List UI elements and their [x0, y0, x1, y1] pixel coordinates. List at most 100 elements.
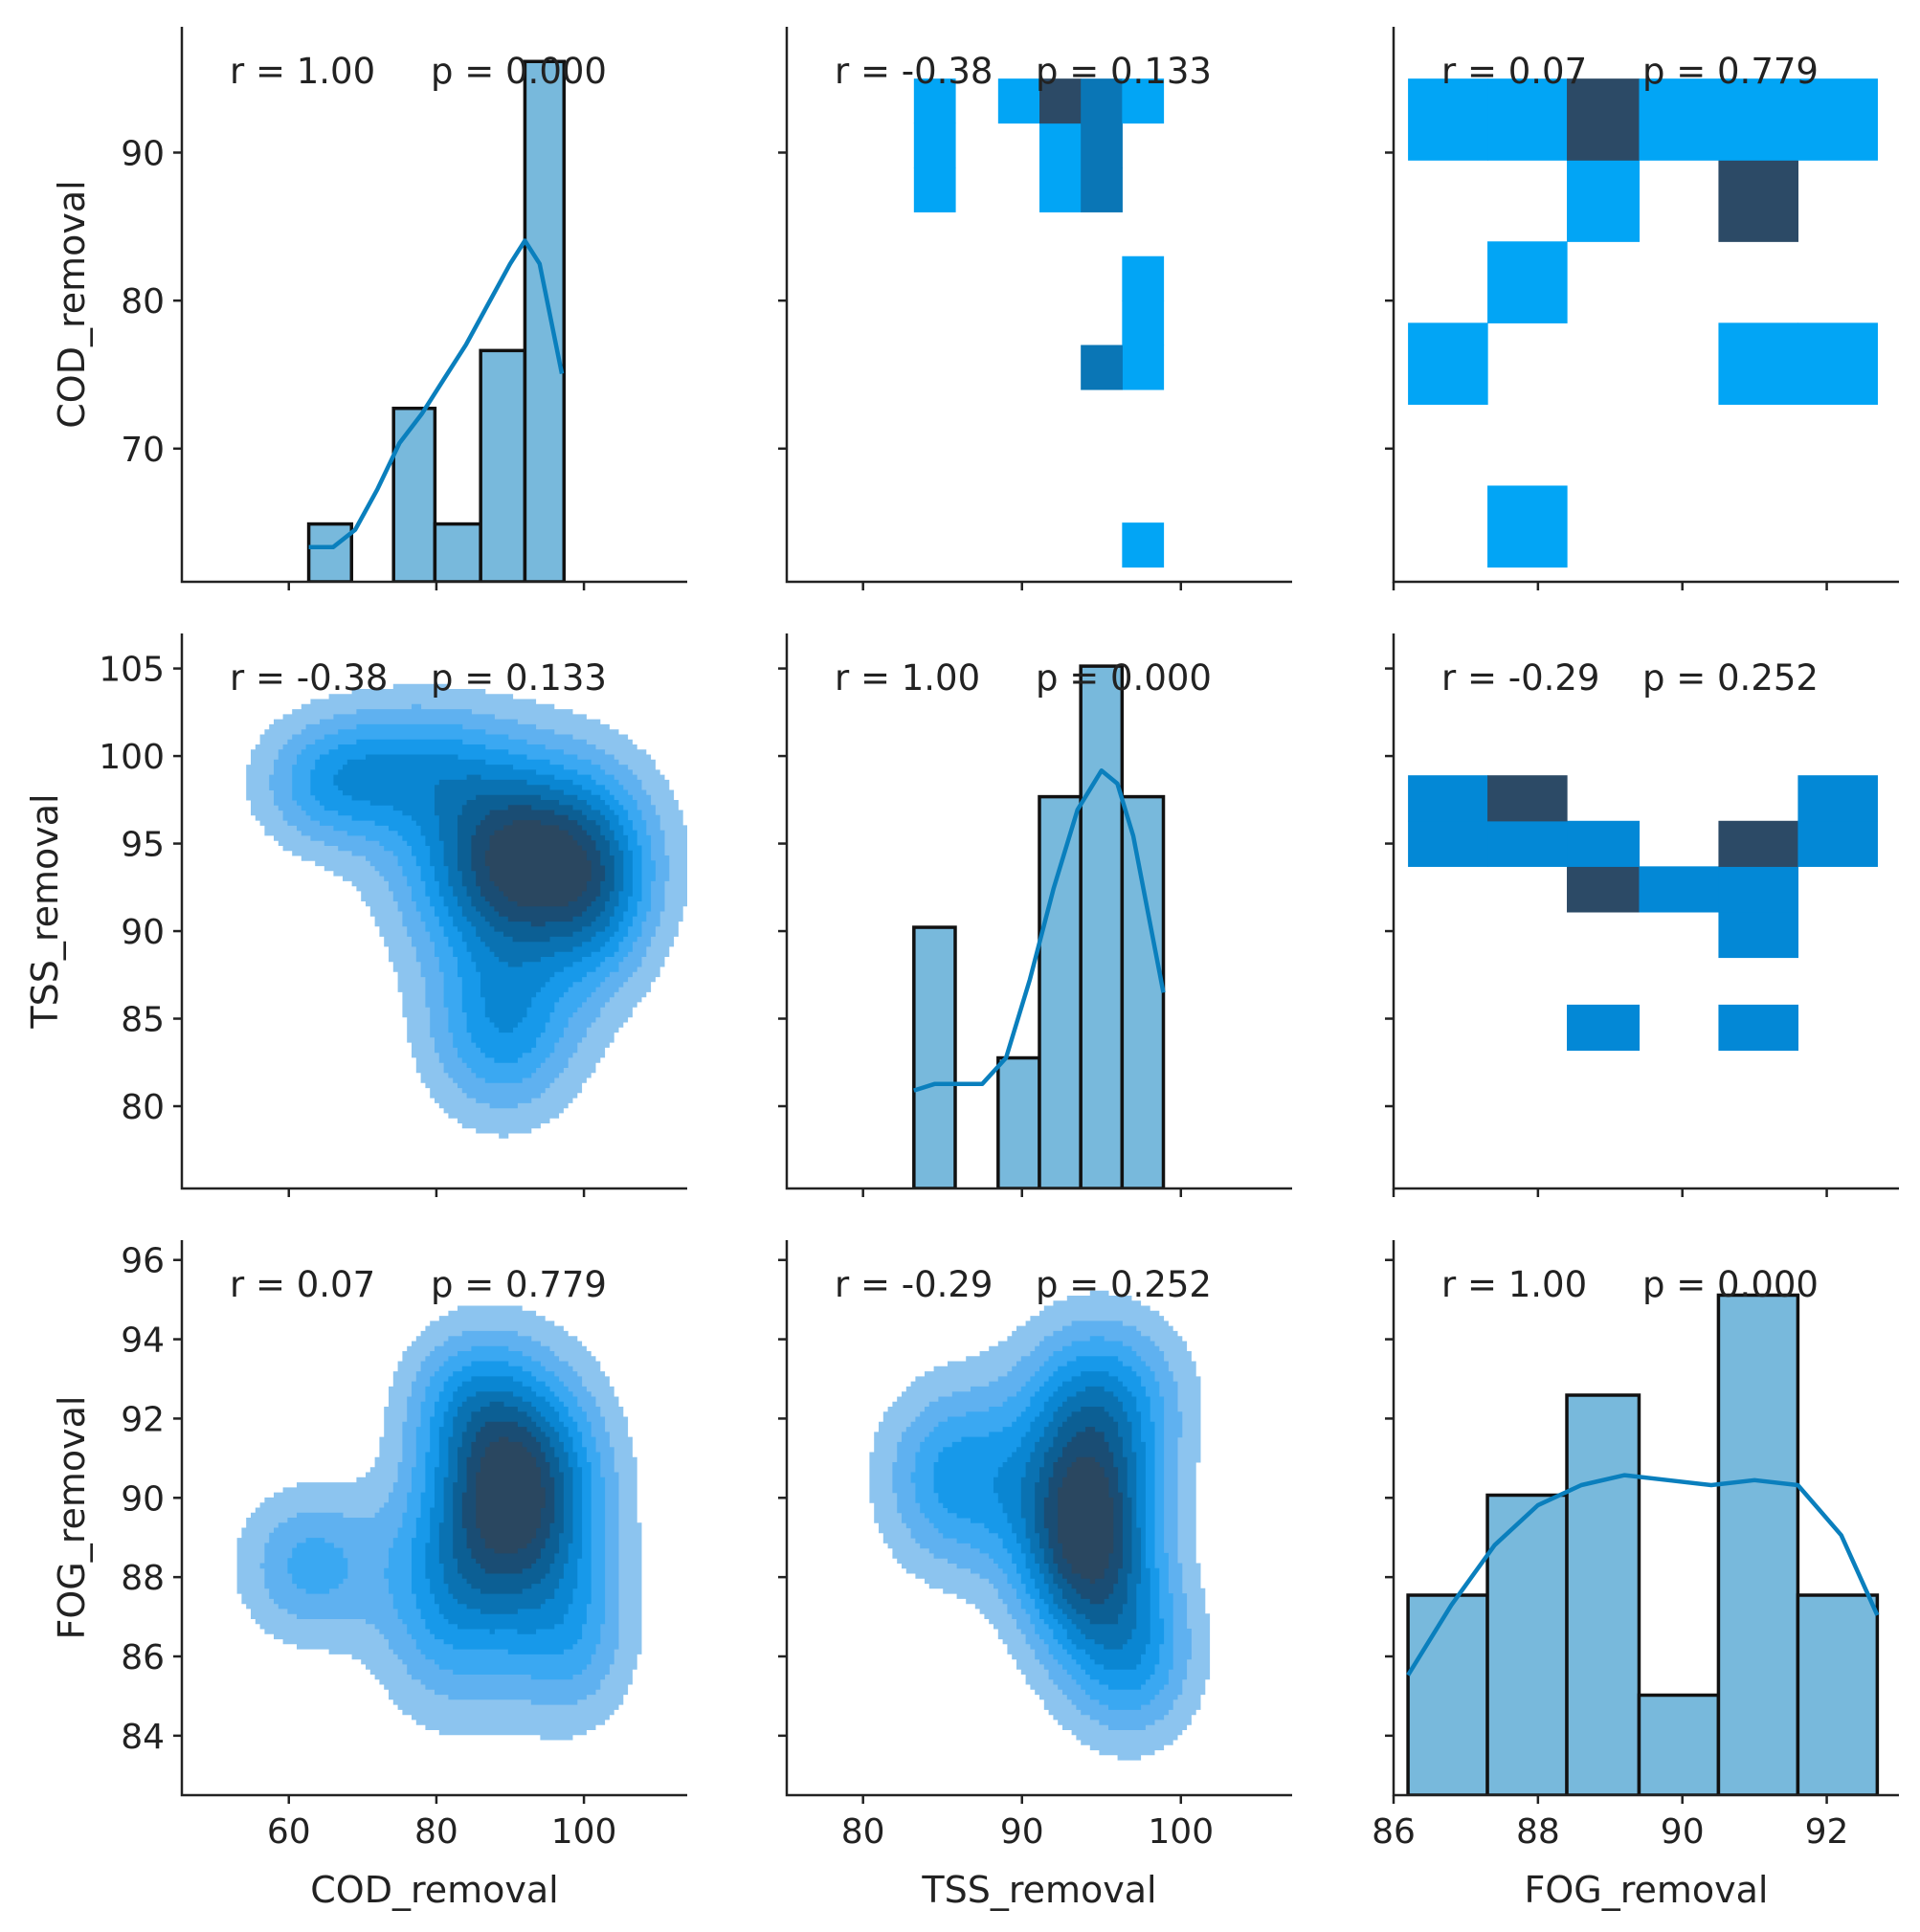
y-tick-label: 84	[121, 1718, 165, 1757]
axis-ticks: 60 80 100 80 90 100 86 88 90 92 70 80 90 80 85 90 95 100 1…	[99, 134, 1848, 1852]
hist2d-cell	[1487, 820, 1568, 867]
x-tick-label: 90	[1000, 1812, 1044, 1852]
x-tick-label: 60	[267, 1812, 311, 1852]
kde-curve	[308, 238, 565, 550]
x-axis-label-cod: COD_removal	[310, 1869, 558, 1911]
corr-p-label: p = 0.252	[1642, 657, 1819, 699]
panel-row3-col2: r = -0.29 p = 0.252	[785, 1240, 1292, 1797]
kde-curve	[913, 768, 1166, 1093]
fog-vs-tss-kde-marks	[869, 1290, 1211, 1761]
x-tick-label: 100	[551, 1812, 617, 1852]
y-tick-label: 90	[121, 1479, 165, 1519]
hist2d-cell	[1081, 78, 1123, 124]
hist2d-cell	[1567, 820, 1641, 867]
y-tick-label: 70	[121, 431, 165, 470]
x-tick-label: 92	[1805, 1812, 1849, 1852]
hist2d-cell	[1487, 775, 1568, 822]
x-tick-label: 86	[1372, 1812, 1416, 1852]
y-tick-label: 90	[121, 913, 165, 952]
tss-vs-fog-hist2d-marks	[1408, 775, 1878, 1052]
panel-row2-col1: r = -0.38 p = 0.133	[180, 633, 687, 1190]
hist2d-cell	[1487, 485, 1568, 568]
y-tick-label: 95	[121, 826, 165, 865]
panel-row3-col1: r = 0.07 p = 0.779	[180, 1240, 687, 1797]
hist2d-cell	[1487, 241, 1568, 323]
y-axis-label-tss: TSS_removal	[24, 793, 66, 1029]
hist-bar	[1716, 1293, 1800, 1795]
x-axis-label-tss: TSS_removal	[921, 1869, 1156, 1911]
hist-bar	[912, 925, 957, 1188]
axis-lines	[180, 1240, 687, 1797]
corr-p-label: p = 0.133	[1036, 51, 1212, 92]
cod-vs-fog-hist2d-marks	[1408, 78, 1878, 568]
hist2d-cell	[1408, 775, 1488, 822]
hist-bar	[1637, 1693, 1721, 1795]
y-tick-label: 88	[121, 1559, 165, 1598]
corr-p-label: p = 0.779	[431, 1264, 607, 1305]
y-axis-label-fog: FOG_removal	[51, 1396, 93, 1640]
corr-r-label: r = 1.00	[1441, 1264, 1587, 1305]
tss-vs-cod-kde-marks	[246, 683, 687, 1139]
hist2d-cell	[913, 78, 956, 124]
tss-histogram-marks	[912, 664, 1166, 1188]
hist2d-cell	[1039, 78, 1082, 124]
corr-p-label: p = 0.252	[1036, 1264, 1212, 1305]
corr-p-label: p = 0.133	[431, 657, 607, 699]
hist2d-cell	[1718, 78, 1798, 161]
corr-r-label: r = 0.07	[230, 1264, 375, 1305]
corr-r-label: r = -0.38	[230, 657, 388, 699]
hist-bar	[1120, 794, 1166, 1188]
axis-lines	[785, 27, 1292, 584]
kde-curve	[1406, 1473, 1880, 1677]
hist2d-cell	[1039, 167, 1082, 212]
hist-bar	[1565, 1393, 1641, 1795]
hist2d-cell	[1408, 78, 1488, 161]
corr-r-label: r = -0.29	[835, 1264, 993, 1305]
hist2d-cell	[1718, 322, 1798, 405]
hist2d-cell	[1081, 122, 1123, 168]
corr-r-label: r = 0.07	[1441, 51, 1587, 92]
hist2d-cell	[1567, 78, 1641, 161]
axis-lines	[180, 27, 687, 584]
hist2d-cell	[1718, 820, 1798, 867]
hist-bar	[306, 522, 354, 582]
hist2d-cell	[913, 167, 956, 212]
hist2d-cell	[1718, 160, 1798, 242]
x-tick-label: 88	[1516, 1812, 1560, 1852]
hist2d-cell	[1797, 78, 1878, 161]
hist2d-cell	[1039, 122, 1082, 168]
x-tick-label: 80	[414, 1812, 458, 1852]
x-axis-label-fog: FOG_removal	[1525, 1869, 1769, 1911]
corr-r-label: r = -0.38	[835, 51, 993, 92]
y-tick-label: 94	[121, 1321, 165, 1361]
hist-bar	[523, 59, 567, 582]
hist2d-cell	[1081, 344, 1123, 390]
panel-row1-col2: r = -0.38 p = 0.133	[785, 27, 1292, 584]
y-tick-label: 86	[121, 1638, 165, 1677]
hist2d-cell	[913, 122, 956, 168]
x-tick-label: 90	[1661, 1812, 1705, 1852]
axis-lines	[785, 633, 1292, 1190]
hist-bar	[433, 522, 482, 582]
hist2d-cell	[1122, 78, 1165, 124]
fog-histogram-marks	[1406, 1293, 1880, 1795]
hist2d-cell	[1567, 160, 1641, 242]
corr-p-label: p = 0.779	[1642, 51, 1819, 92]
y-tick-label: 80	[121, 282, 165, 322]
hist2d-cell	[1718, 1004, 1798, 1052]
y-tick-label: 92	[121, 1400, 165, 1439]
panel-row2-col3: r = -0.29 p = 0.252	[1392, 633, 1899, 1190]
corr-r-label: r = 1.00	[835, 657, 980, 699]
hist-bar	[479, 348, 527, 582]
hist2d-cell	[1408, 820, 1488, 867]
y-tick-label: 90	[121, 134, 165, 173]
hist2d-cell	[1718, 911, 1798, 959]
hist2d-cell	[1567, 1004, 1641, 1052]
x-tick-label: 80	[841, 1812, 885, 1852]
hist2d-cell	[997, 78, 1040, 124]
y-tick-label: 80	[121, 1088, 165, 1127]
cod-histogram-marks	[306, 59, 567, 582]
corr-r-label: r = 1.00	[230, 51, 375, 92]
corr-p-label: p = 0.000	[1036, 657, 1212, 699]
hist2d-cell	[1122, 300, 1165, 346]
